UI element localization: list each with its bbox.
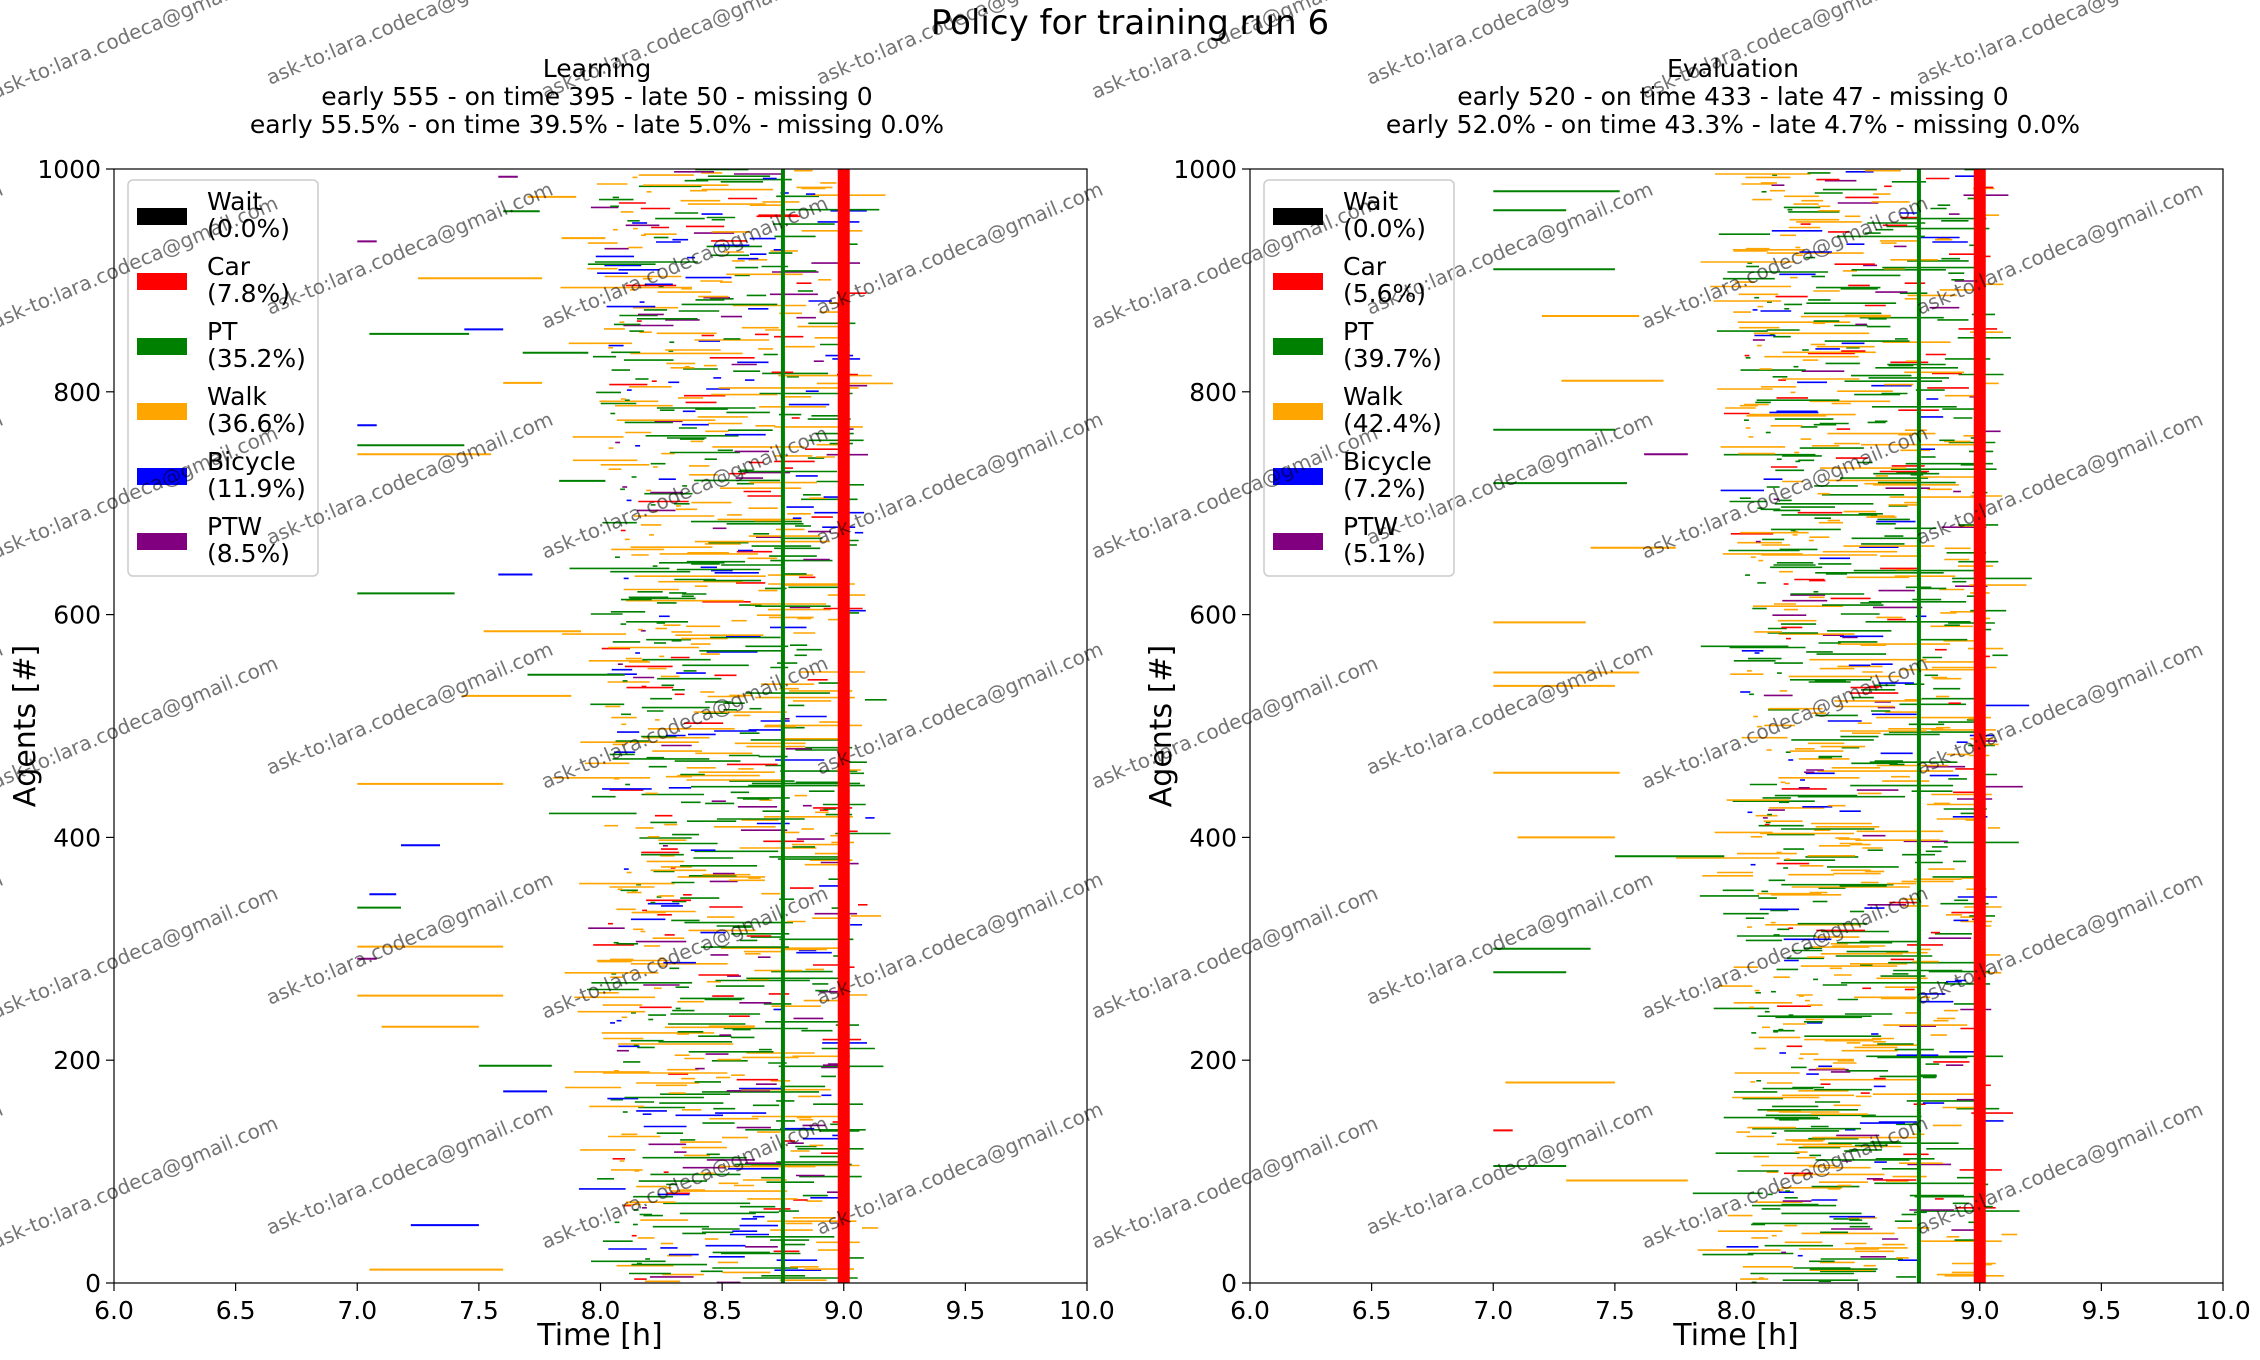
evaluation-title: Evaluation — [1667, 54, 1799, 83]
evaluation-subtitle-percent: early 52.0% - on time 43.3% - late 4.7% … — [1386, 110, 2080, 139]
learning-legend-swatch-walk — [137, 403, 187, 420]
figure-suptitle: Policy for training run 6 — [931, 3, 1329, 43]
learning-legend-label-ptw: PTW — [207, 512, 262, 541]
learning-legend-label-pt: PT — [207, 317, 238, 346]
evaluation-y-axis-label: Agents [#] — [1144, 645, 1179, 808]
learning-legend: Wait(0.0%) Car(7.8%) PT(35.2%) Walk(36.6%) B… — [127, 179, 319, 577]
evaluation-x-ticks: 6.0 6.5 7.0 7.5 8.0 8.5 9.0 9.5 10.0 — [1230, 1283, 2251, 1325]
learning-legend-swatch-pt — [137, 338, 187, 355]
learning-x-tick-label: 9.5 — [945, 1296, 985, 1325]
evaluation-legend-share-wait: (0.0%) — [1343, 214, 1426, 243]
learning-panel: Learning early 555 - on time 395 - late … — [8, 54, 1115, 1353]
learning-x-tick-label: 7.0 — [337, 1296, 377, 1325]
evaluation-x-tick-label: 6.5 — [1352, 1296, 1392, 1325]
evaluation-y-tick-label: 400 — [1189, 823, 1237, 852]
learning-x-axis-label: Time [h] — [536, 1318, 662, 1353]
learning-legend-swatch-wait — [137, 208, 187, 225]
learning-y-tick-label: 600 — [53, 601, 101, 630]
learning-legend-label-car: Car — [207, 252, 251, 281]
learning-x-ticks: 6.0 6.5 7.0 7.5 8.0 8.5 9.0 9.5 10.0 — [94, 1283, 1115, 1325]
evaluation-x-tick-label: 8.0 — [1717, 1296, 1757, 1325]
learning-y-ticks: 0 200 400 600 800 1000 — [37, 155, 114, 1298]
evaluation-y-tick-label: 1000 — [1173, 155, 1237, 184]
evaluation-legend: Wait(0.0%) Car(5.6%) PT(39.7%) Walk(42.4%) B… — [1263, 179, 1455, 577]
learning-legend-label-walk: Walk — [207, 382, 267, 411]
evaluation-legend-share-walk: (42.4%) — [1343, 409, 1442, 438]
evaluation-legend-swatch-ptw — [1273, 533, 1323, 550]
evaluation-y-tick-label: 800 — [1189, 378, 1237, 407]
evaluation-y-ticks: 0 200 400 600 800 1000 — [1173, 155, 1250, 1298]
evaluation-legend-label-car: Car — [1343, 252, 1387, 281]
learning-y-tick-label: 0 — [85, 1269, 101, 1298]
evaluation-x-tick-label: 9.0 — [1960, 1296, 2000, 1325]
learning-x-tick-label: 9.0 — [824, 1296, 864, 1325]
evaluation-legend-label-bicycle: Bicycle — [1343, 447, 1432, 476]
evaluation-legend-swatch-walk — [1273, 403, 1323, 420]
learning-legend-share-car: (7.8%) — [207, 279, 290, 308]
learning-x-tick-label: 6.5 — [216, 1296, 256, 1325]
evaluation-legend-share-pt: (39.7%) — [1343, 344, 1442, 373]
evaluation-subtitle-counts: early 520 - on time 433 - late 47 - miss… — [1457, 82, 2008, 111]
evaluation-y-tick-label: 200 — [1189, 1046, 1237, 1075]
learning-legend-share-walk: (36.6%) — [207, 409, 306, 438]
evaluation-legend-share-car: (5.6%) — [1343, 279, 1426, 308]
learning-x-tick-label: 6.0 — [94, 1296, 134, 1325]
learning-y-tick-label: 800 — [53, 378, 101, 407]
learning-x-tick-label: 7.5 — [459, 1296, 499, 1325]
evaluation-x-axis-label: Time [h] — [1672, 1318, 1798, 1353]
evaluation-legend-swatch-wait — [1273, 208, 1323, 225]
evaluation-x-tick-label: 6.0 — [1230, 1296, 1270, 1325]
evaluation-legend-share-ptw: (5.1%) — [1343, 539, 1426, 568]
learning-legend-swatch-bicycle — [137, 468, 187, 485]
learning-y-tick-label: 1000 — [37, 155, 101, 184]
learning-legend-share-pt: (35.2%) — [207, 344, 306, 373]
learning-title: Learning — [543, 54, 652, 83]
evaluation-x-tick-label: 8.5 — [1838, 1296, 1878, 1325]
learning-subtitle-counts: early 555 - on time 395 - late 50 - miss… — [321, 82, 872, 111]
learning-plot-area — [357, 168, 893, 1284]
learning-x-tick-label: 8.5 — [702, 1296, 742, 1325]
evaluation-x-tick-label: 10.0 — [2195, 1296, 2251, 1325]
learning-legend-share-wait: (0.0%) — [207, 214, 290, 243]
evaluation-legend-label-pt: PT — [1343, 317, 1374, 346]
evaluation-legend-swatch-car — [1273, 273, 1323, 290]
evaluation-x-tick-label: 7.5 — [1595, 1296, 1635, 1325]
learning-y-tick-label: 400 — [53, 823, 101, 852]
evaluation-legend-label-ptw: PTW — [1343, 512, 1398, 541]
evaluation-legend-swatch-bicycle — [1273, 468, 1323, 485]
learning-subtitle-percent: early 55.5% - on time 39.5% - late 5.0% … — [250, 110, 944, 139]
evaluation-plot-area — [1493, 168, 2032, 1284]
evaluation-y-tick-label: 600 — [1189, 601, 1237, 630]
learning-y-axis-label: Agents [#] — [8, 645, 43, 808]
learning-x-tick-label: 10.0 — [1059, 1296, 1115, 1325]
evaluation-x-tick-label: 9.5 — [2081, 1296, 2121, 1325]
evaluation-legend-label-walk: Walk — [1343, 382, 1403, 411]
evaluation-panel: Evaluation early 520 - on time 433 - lat… — [1144, 54, 2251, 1353]
learning-legend-share-ptw: (8.5%) — [207, 539, 290, 568]
learning-x-tick-label: 8.0 — [581, 1296, 621, 1325]
evaluation-x-tick-label: 7.0 — [1473, 1296, 1513, 1325]
learning-legend-swatch-car — [137, 273, 187, 290]
learning-legend-swatch-ptw — [137, 533, 187, 550]
evaluation-legend-swatch-pt — [1273, 338, 1323, 355]
learning-legend-share-bicycle: (11.9%) — [207, 474, 306, 503]
learning-y-tick-label: 200 — [53, 1046, 101, 1075]
evaluation-legend-share-bicycle: (7.2%) — [1343, 474, 1426, 503]
evaluation-legend-label-wait: Wait — [1343, 187, 1398, 216]
learning-legend-label-wait: Wait — [207, 187, 262, 216]
evaluation-y-tick-label: 0 — [1221, 1269, 1237, 1298]
learning-legend-label-bicycle: Bicycle — [207, 447, 296, 476]
